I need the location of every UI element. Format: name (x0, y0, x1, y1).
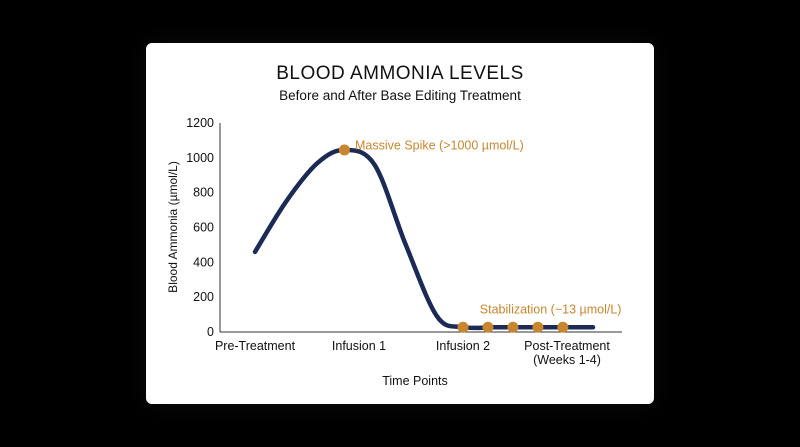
x-ticks: Pre-Treatment Infusion 1 Infusion 2 Post-Tr… (215, 339, 610, 367)
annotations: Massive Spike (>1000 µmol/L) Stabilizatio… (355, 139, 621, 317)
y-axis: 0 200 400 600 800 1000 1200 Blood Ammonia (µmo… (166, 116, 221, 339)
data-point (338, 144, 350, 156)
y-tick-label: 200 (193, 290, 214, 304)
data-point (532, 321, 544, 333)
data-point (457, 321, 469, 333)
series-group (252, 144, 596, 333)
x-tick-label: Post-Treatment (524, 339, 610, 353)
data-point (557, 321, 569, 333)
y-tick-label: 0 (207, 325, 214, 339)
x-tick-label: (Weeks 1-4) (533, 353, 601, 367)
line-chart: 0 200 400 600 800 1000 1200 Blood Ammonia (µmo… (166, 116, 622, 388)
data-point (507, 321, 519, 333)
annotation-label: Stabilization (~13 µmol/L) (480, 302, 622, 316)
y-tick-label: 1000 (186, 151, 214, 165)
data-point (482, 321, 494, 333)
y-ticks: 0 200 400 600 800 1000 1200 (186, 116, 214, 339)
x-axis-label: Time Points (382, 374, 448, 388)
y-axis-label: Blood Ammonia (µmol/L) (166, 161, 180, 293)
series-line (252, 147, 596, 331)
x-axis: Pre-Treatment Infusion 1 Infusion 2 Post-Tr… (215, 331, 622, 388)
x-tick-label: Infusion 1 (332, 339, 386, 353)
chart-title: BLOOD AMMONIA LEVELS (276, 63, 524, 84)
y-tick-label: 600 (193, 221, 214, 235)
chart-subtitle: Before and After Base Editing Treatment (279, 88, 521, 103)
annotation-label: Massive Spike (>1000 µmol/L) (355, 139, 524, 153)
chart-card: BLOOD AMMONIA LEVELS Before and After Ba… (146, 43, 654, 404)
x-tick-label: Pre-Treatment (215, 339, 296, 353)
y-tick-label: 1200 (186, 116, 214, 130)
y-tick-label: 400 (193, 255, 214, 269)
x-tick-label: Infusion 2 (436, 339, 490, 353)
y-tick-label: 800 (193, 186, 214, 200)
